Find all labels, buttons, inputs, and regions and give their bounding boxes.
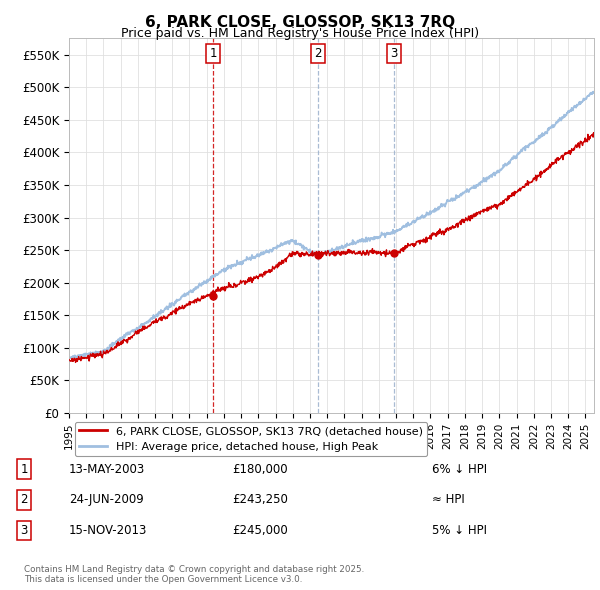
Text: 3: 3 — [20, 524, 28, 537]
Text: 1: 1 — [20, 463, 28, 476]
Text: ≈ HPI: ≈ HPI — [432, 493, 465, 506]
Text: 1: 1 — [209, 47, 217, 60]
Text: 6, PARK CLOSE, GLOSSOP, SK13 7RQ: 6, PARK CLOSE, GLOSSOP, SK13 7RQ — [145, 15, 455, 30]
Text: £243,250: £243,250 — [232, 493, 288, 506]
Text: £245,000: £245,000 — [232, 524, 288, 537]
Legend: 6, PARK CLOSE, GLOSSOP, SK13 7RQ (detached house), HPI: Average price, detached : 6, PARK CLOSE, GLOSSOP, SK13 7RQ (detach… — [74, 422, 427, 456]
Text: £180,000: £180,000 — [232, 463, 288, 476]
Text: Contains HM Land Registry data © Crown copyright and database right 2025.
This d: Contains HM Land Registry data © Crown c… — [24, 565, 364, 584]
Text: 6% ↓ HPI: 6% ↓ HPI — [432, 463, 487, 476]
Text: 3: 3 — [390, 47, 398, 60]
Text: 13-MAY-2003: 13-MAY-2003 — [69, 463, 145, 476]
Text: 5% ↓ HPI: 5% ↓ HPI — [432, 524, 487, 537]
Text: 15-NOV-2013: 15-NOV-2013 — [69, 524, 148, 537]
Text: 2: 2 — [20, 493, 28, 506]
Text: 24-JUN-2009: 24-JUN-2009 — [69, 493, 144, 506]
Text: 2: 2 — [314, 47, 322, 60]
Text: Price paid vs. HM Land Registry's House Price Index (HPI): Price paid vs. HM Land Registry's House … — [121, 27, 479, 40]
